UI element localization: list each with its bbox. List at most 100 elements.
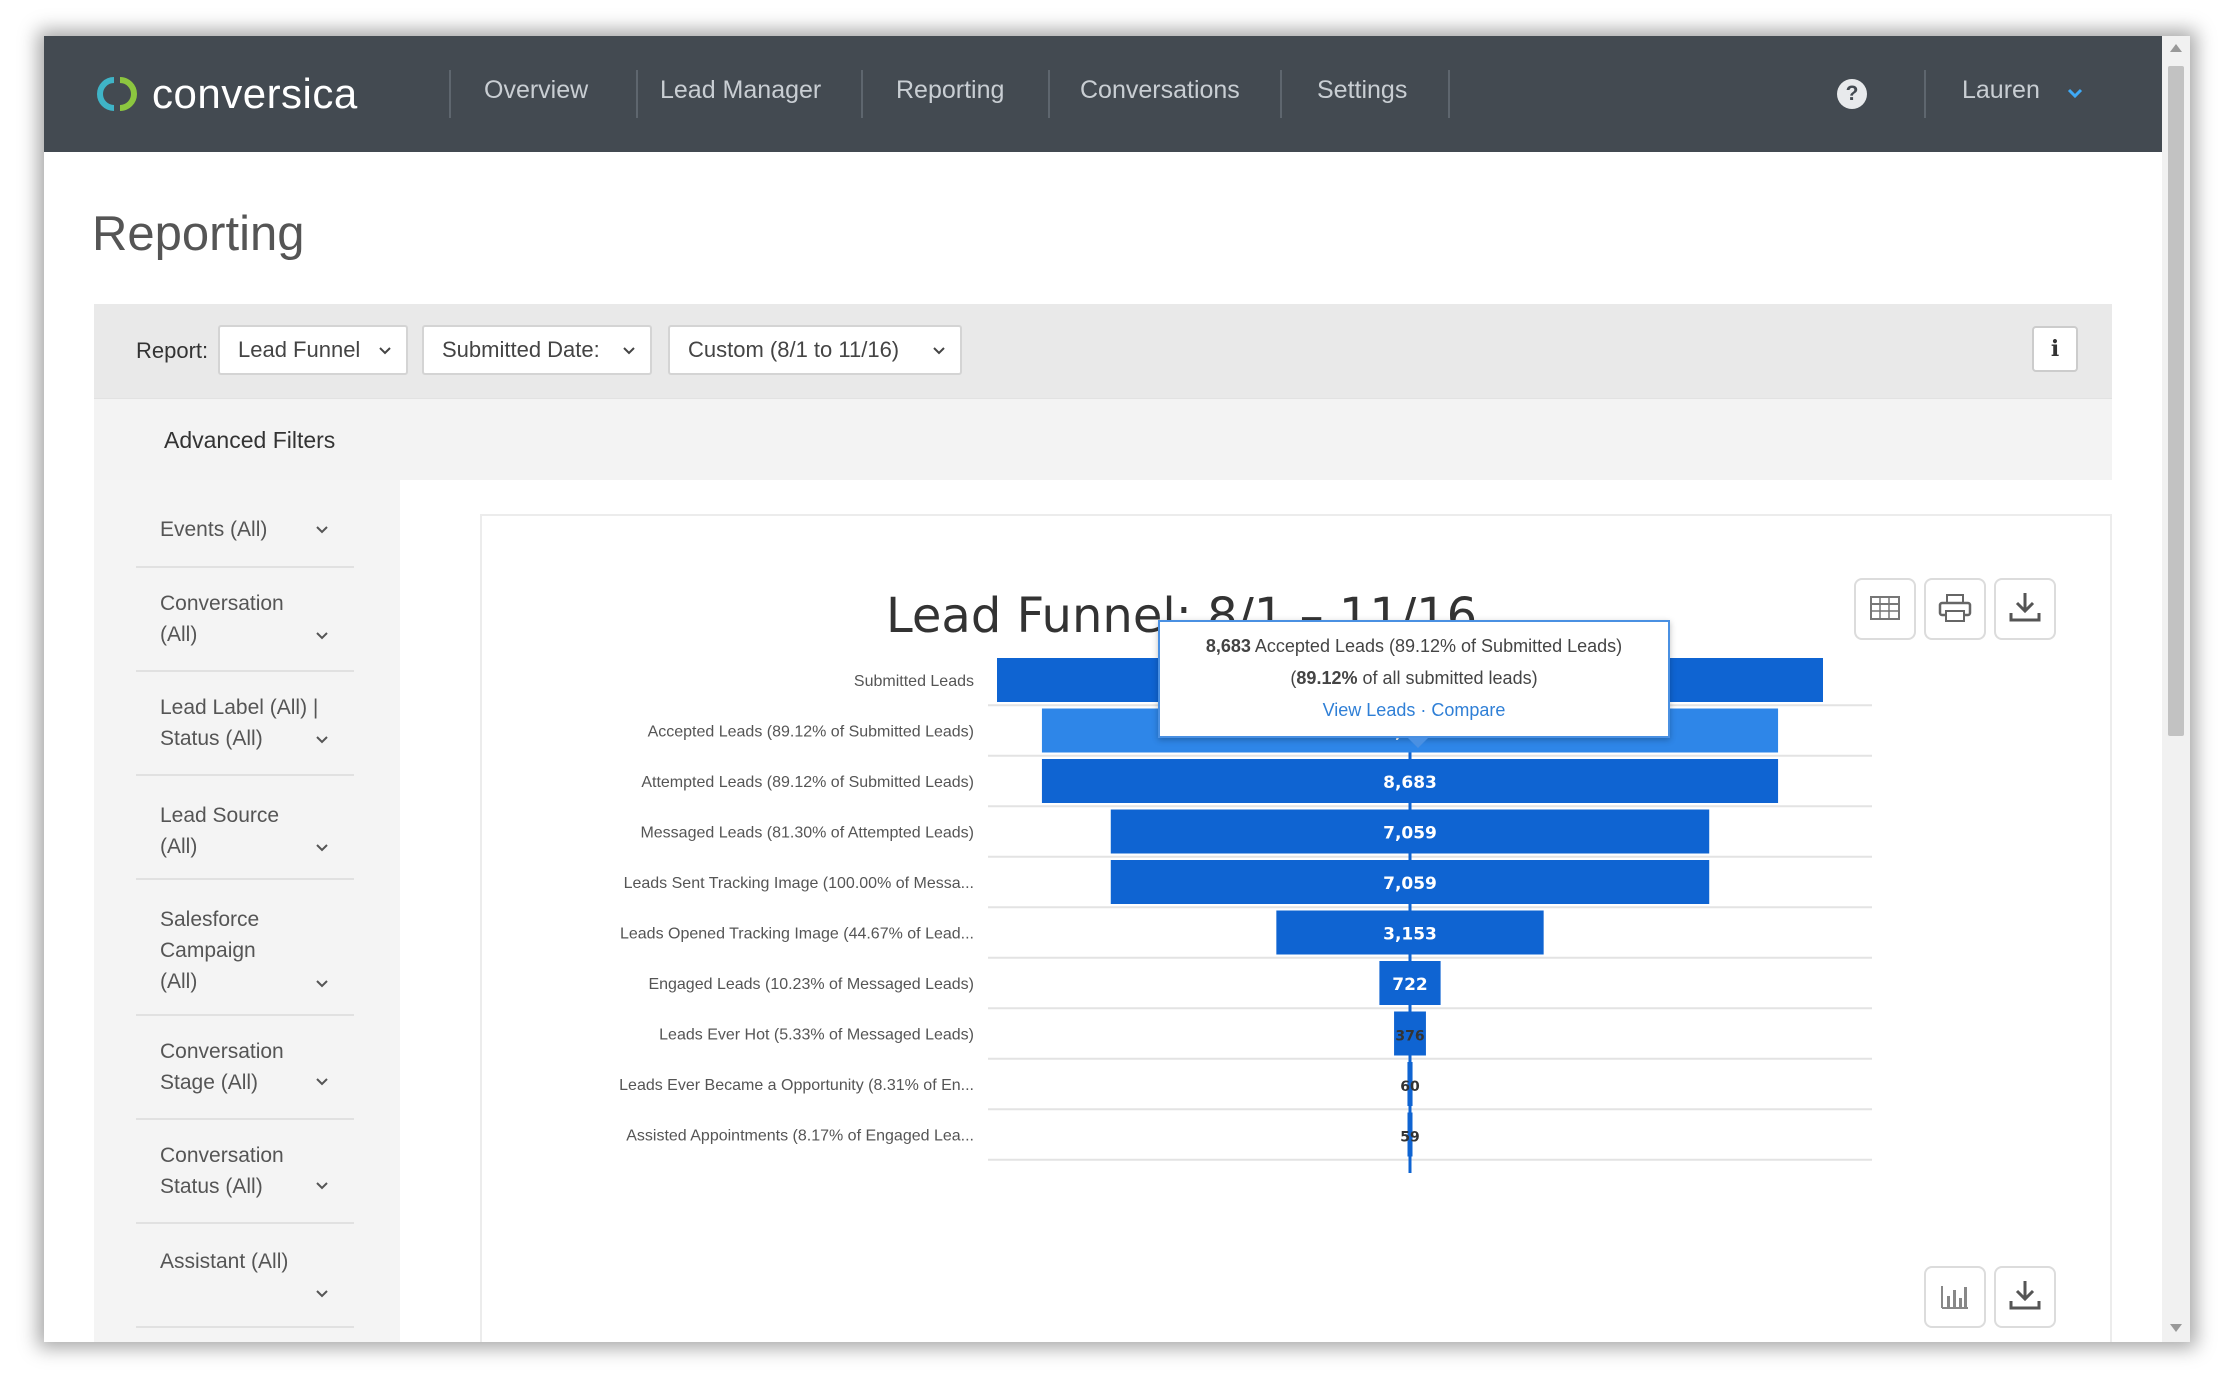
chevron-down-icon — [316, 1078, 328, 1086]
download-icon — [2009, 1281, 2041, 1310]
funnel-bar[interactable] — [1041, 759, 1779, 803]
chevron-down-icon — [623, 347, 635, 355]
bar-value-label: 7,059 — [1383, 824, 1437, 844]
advanced-filters-bar[interactable]: Advanced Filters — [94, 398, 2112, 480]
filter-label: (All) — [160, 835, 198, 858]
chart-panel: Lead Funnel: 8/1 – 11/16 — [480, 514, 2112, 1342]
chart-type-button[interactable] — [1924, 1266, 1986, 1328]
vertical-scrollbar[interactable] — [2162, 36, 2190, 1342]
bar-value-label: 60 — [1400, 1079, 1420, 1095]
funnel-bar[interactable] — [1407, 1112, 1413, 1157]
logo-text: conversica — [152, 70, 358, 117]
view-leads-link[interactable]: View Leads — [1322, 700, 1416, 720]
category-label: Messaged Leads (81.30% of Attempted Lead… — [640, 825, 974, 842]
nav-lead-manager[interactable]: Lead Manager — [660, 76, 822, 104]
tooltip-description: Accepted Leads (89.12% of Submitted Lead… — [1250, 636, 1623, 656]
export-button[interactable] — [1994, 1266, 2056, 1328]
scroll-thumb[interactable] — [2168, 66, 2184, 736]
filter-events[interactable]: Events (All) — [136, 480, 354, 568]
tooltip-line-2: (89.12% of all submitted leads) — [1290, 668, 1538, 688]
filter-label: Status (All) — [160, 727, 263, 750]
nav-divider — [1280, 70, 1282, 118]
bar-value-label: 59 — [1400, 1130, 1419, 1146]
tooltip-pointer — [1406, 736, 1430, 748]
filter-label: Conversation — [160, 592, 284, 615]
tooltip-line-1: 8,683 Accepted Leads (89.12% of Submitte… — [1160, 636, 1668, 657]
nav-settings[interactable]: Settings — [1317, 76, 1408, 104]
conversica-logo[interactable]: conversica — [92, 64, 358, 124]
filter-conversation[interactable]: Conversation (All) — [136, 568, 354, 672]
nav-overview[interactable]: Overview — [484, 76, 589, 104]
filter-conversation-stage[interactable]: Conversation Stage (All) — [136, 1016, 354, 1120]
date-range-dropdown[interactable]: Custom (8/1 to 11/16) — [668, 325, 962, 375]
funnel-bar[interactable] — [1110, 860, 1710, 904]
filter-label: Lead Label (All) | — [160, 696, 319, 719]
table-icon — [1870, 596, 1900, 620]
filter-label: Events (All) — [160, 518, 268, 541]
print-button[interactable] — [1924, 578, 1986, 640]
nav-conversations[interactable]: Conversations — [1080, 76, 1240, 104]
funnel-bar[interactable] — [1276, 910, 1544, 955]
filter-lead-source[interactable]: Lead Source (All) — [136, 776, 354, 880]
bar-value-label: 722 — [1392, 975, 1428, 995]
chart-tooltip: 8,683 Accepted Leads (89.12% of Submitte… — [1158, 620, 1670, 748]
filter-label: Status (All) — [160, 1175, 263, 1198]
report-type-dropdown[interactable]: Lead Funnel — [218, 325, 408, 375]
scroll-down-arrow-icon[interactable] — [2170, 1324, 2182, 1332]
filter-label: (All) — [160, 970, 198, 993]
scroll-up-arrow-icon[interactable] — [2170, 44, 2182, 52]
user-menu[interactable]: Lauren — [1962, 76, 2040, 104]
date-field-value: Submitted Date: — [442, 337, 600, 362]
filter-lead-label-status[interactable]: Lead Label (All) | Status (All) — [136, 672, 354, 776]
bar-value-label: 8,683 — [1383, 773, 1437, 793]
category-label: Leads Opened Tracking Image (44.67% of L… — [620, 926, 974, 943]
nav-divider — [449, 70, 451, 118]
nav-divider — [636, 70, 638, 118]
download-button[interactable] — [1994, 578, 2056, 640]
chevron-down-icon — [379, 347, 391, 355]
table-view-button[interactable] — [1854, 578, 1916, 640]
filter-label: Salesforce — [160, 908, 260, 931]
tooltip-value: 8,683 — [1205, 636, 1251, 656]
bar-value-label: 3,153 — [1383, 925, 1437, 945]
compare-link[interactable]: Compare — [1431, 700, 1506, 720]
nav-reporting[interactable]: Reporting — [896, 76, 1005, 104]
funnel-bar[interactable] — [1394, 1011, 1426, 1056]
filter-salesforce-campaign[interactable]: Salesforce Campaign (All) — [136, 880, 354, 1016]
info-button[interactable]: i — [2032, 326, 2078, 372]
chevron-down-icon — [316, 1290, 328, 1298]
page-title: Reporting — [92, 207, 305, 261]
funnel-bar[interactable] — [1110, 809, 1710, 854]
report-label: Report: — [136, 338, 209, 363]
chevron-down-icon — [933, 347, 945, 355]
filter-label: (All) — [160, 623, 198, 646]
filter-assistant[interactable]: Assistant (All) — [136, 1224, 354, 1328]
chevron-down-icon — [316, 526, 328, 534]
tooltip-percent: 89.12% — [1296, 668, 1358, 688]
help-icon[interactable]: ? — [1837, 79, 1867, 109]
chevron-down-icon — [316, 632, 328, 640]
category-label: Leads Ever Became a Opportunity (8.31% o… — [619, 1077, 974, 1094]
filter-label: Assistant (All) — [160, 1250, 289, 1273]
filters-sidebar: Events (All) Conversation (All) Lead Lab… — [94, 480, 400, 1342]
date-range-value: Custom (8/1 to 11/16) — [688, 337, 900, 362]
bar-chart-icon — [1941, 1286, 1968, 1309]
conversica-logo-icon — [97, 77, 137, 111]
funnel-bar[interactable] — [1407, 1062, 1413, 1106]
filter-label: Campaign — [160, 939, 256, 962]
print-icon — [1938, 594, 1972, 622]
category-label: Engaged Leads (10.23% of Messaged Leads) — [648, 976, 974, 993]
chevron-down-icon — [316, 844, 328, 852]
advanced-filters-title[interactable]: Advanced Filters — [164, 427, 336, 453]
chevron-down-icon — [316, 1182, 328, 1190]
date-field-dropdown[interactable]: Submitted Date: — [422, 325, 652, 375]
category-label: Leads Sent Tracking Image (100.00% of Me… — [624, 875, 974, 892]
chevron-down-icon — [316, 736, 328, 744]
nav-divider — [1048, 70, 1050, 118]
bar-value-label: 7,059 — [1383, 874, 1437, 894]
chevron-down-icon[interactable] — [2066, 84, 2084, 102]
filter-label: Conversation — [160, 1040, 284, 1063]
filter-label: Conversation — [160, 1144, 284, 1167]
filter-conversation-status[interactable]: Conversation Status (All) — [136, 1120, 354, 1224]
funnel-bar[interactable] — [1379, 961, 1441, 1005]
